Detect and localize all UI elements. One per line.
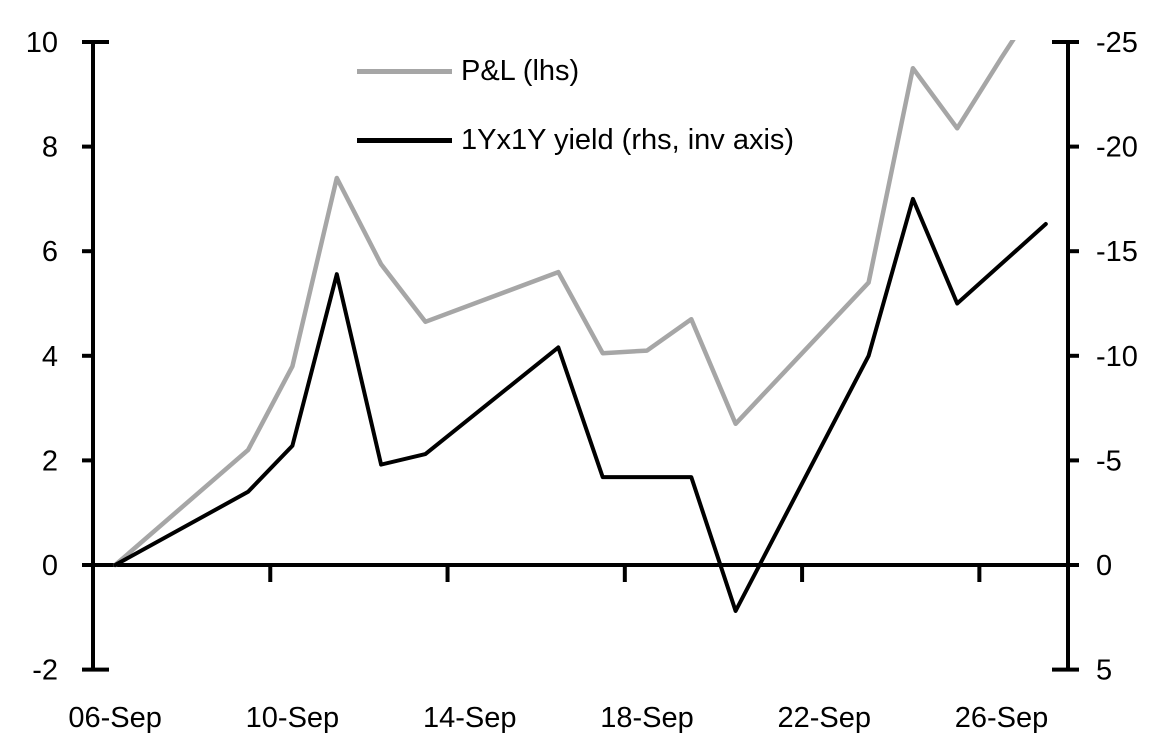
legend-item-yield: 1Yx1Y yield (rhs, inv axis): [357, 125, 794, 155]
right-axis-tick-label: -10: [1096, 341, 1138, 373]
right-axis-tick-label: -5: [1096, 445, 1122, 477]
x-axis-tick-label: 14-Sep: [423, 702, 517, 734]
x-axis-tick-label: 06-Sep: [68, 702, 162, 734]
left-axis-tick-label: -2: [32, 655, 58, 687]
left-axis-tick-label: 10: [26, 27, 58, 59]
legend-label-pnl: P&L (lhs): [461, 55, 580, 87]
right-axis-tick-label: -20: [1096, 132, 1138, 164]
left-axis-tick-label: 8: [42, 132, 58, 164]
x-axis-tick-label: 10-Sep: [246, 702, 340, 734]
right-axis-tick-label: 5: [1096, 655, 1112, 687]
yield-series-line: [113, 196, 1048, 613]
right-axis-tick-label: -25: [1096, 27, 1138, 59]
yield-line-swatch: [357, 137, 452, 143]
left-axis-tick-label: 4: [42, 341, 58, 373]
x-axis-tick-label: 26-Sep: [955, 702, 1049, 734]
left-axis-tick-label: 6: [42, 236, 58, 268]
right-axis-tick-label: 0: [1096, 550, 1112, 582]
legend-item-pnl: P&L (lhs): [357, 56, 579, 86]
pnl-series-line: [112, 40, 1016, 568]
right-axis-tick-label: -15: [1096, 236, 1138, 268]
left-axis-tick-label: 2: [42, 445, 58, 477]
legend-label-yield: 1Yx1Y yield (rhs, inv axis): [461, 124, 795, 156]
x-axis-tick-label: 18-Sep: [600, 702, 694, 734]
x-axis-tick-label: 22-Sep: [777, 702, 871, 734]
left-axis-tick-label: 0: [42, 550, 58, 582]
pnl-line-swatch: [357, 68, 452, 74]
